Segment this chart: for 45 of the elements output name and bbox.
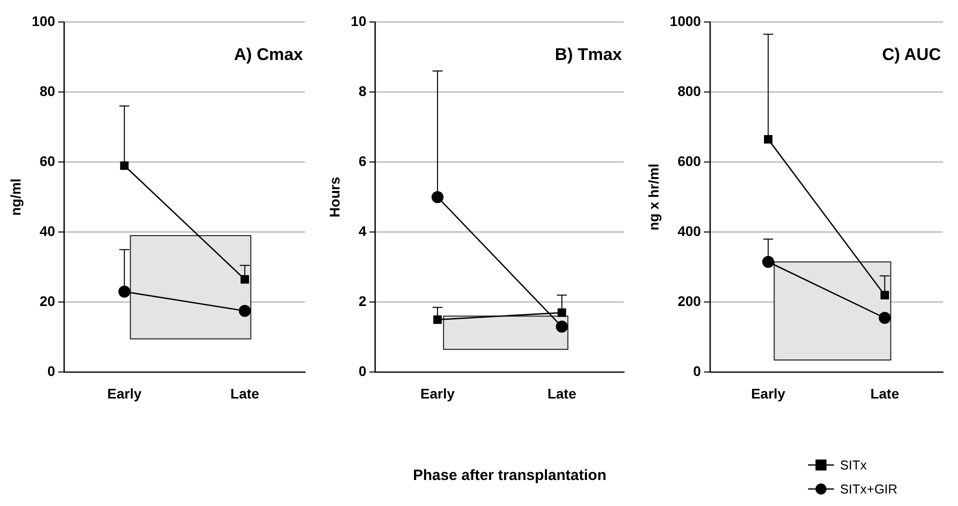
x-tick-label: Early (107, 385, 142, 402)
y-tick-label: 0 (47, 363, 56, 380)
y-tick-label: 1000 (670, 12, 702, 29)
legend-label: SITx (840, 458, 868, 473)
y-tick-label: 40 (40, 222, 56, 239)
y-axis-title: Hours (326, 176, 342, 218)
x-axis-title: Phase after transplantation (412, 467, 606, 484)
y-tick-label: 8 (358, 82, 367, 99)
y-tick-label: 200 (678, 293, 702, 310)
point (118, 286, 130, 298)
point (556, 320, 568, 333)
point (558, 308, 566, 317)
y-tick-label: 2 (358, 293, 367, 310)
x-tick-label: Early (420, 385, 455, 402)
y-tick-label: 20 (40, 293, 56, 310)
x-tick-label: Early (751, 385, 786, 402)
point (878, 312, 891, 324)
y-axis-title: ng x hr/ml (645, 164, 662, 231)
point (762, 256, 774, 268)
text: B) Tmax (554, 45, 623, 64)
point (764, 135, 772, 144)
y-tick-label: 6 (358, 152, 367, 169)
x-tick-label: Late (547, 385, 576, 402)
text: A) Cmax (234, 45, 304, 64)
y-tick-label: 0 (358, 363, 367, 380)
y-tick-label: 4 (358, 222, 367, 239)
x-tick-label: Late (230, 385, 260, 402)
point (120, 161, 129, 170)
y-tick-label: 800 (678, 82, 702, 99)
y-tick-label: 400 (678, 222, 702, 239)
point (433, 315, 442, 324)
y-axis-title: ng/ml (7, 178, 24, 216)
point (432, 191, 444, 204)
y-tick-label: 600 (678, 152, 702, 169)
point (238, 304, 251, 317)
y-tick-label: 80 (40, 82, 56, 99)
legend-label: SITx+GIR (840, 482, 898, 497)
point (880, 290, 889, 300)
y-tick-label: 100 (32, 12, 56, 29)
point (240, 275, 250, 284)
x-tick-label: Late (870, 385, 900, 402)
text: C) AUC (882, 45, 941, 64)
y-tick-label: 0 (693, 363, 702, 380)
y-tick-label: 10 (350, 12, 367, 29)
y-tick-label: 60 (40, 152, 56, 169)
